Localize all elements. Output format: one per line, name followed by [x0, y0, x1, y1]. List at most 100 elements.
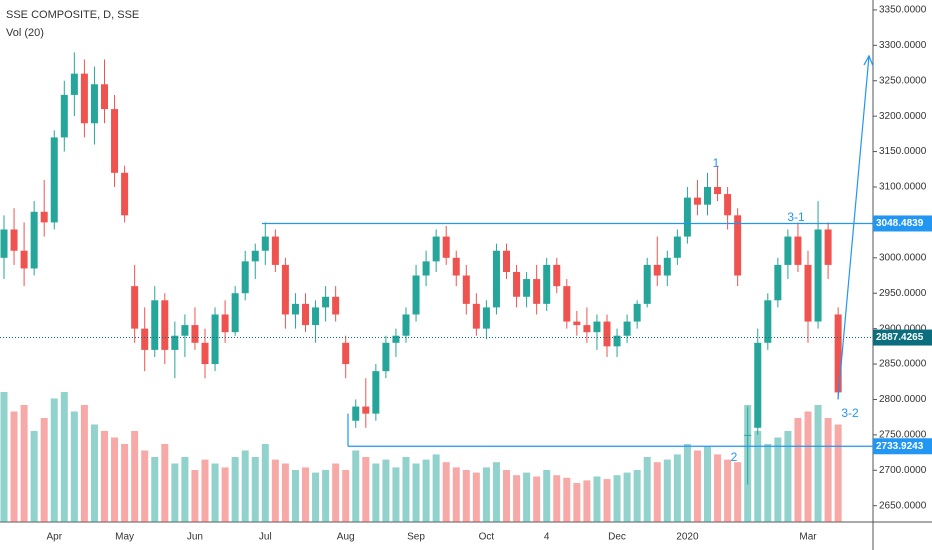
candle-body	[181, 325, 189, 336]
volume-bar	[804, 411, 812, 522]
y-tick-label: 2900.0000	[879, 323, 927, 334]
volume-bar	[754, 431, 762, 522]
volume-bar	[503, 470, 510, 522]
candle-body	[70, 73, 78, 95]
volume-bar	[573, 483, 581, 522]
candle-body	[151, 300, 159, 350]
volume-bar	[271, 459, 279, 522]
candle-body	[10, 229, 18, 251]
volume-bar	[131, 431, 139, 522]
volume-bar	[663, 459, 671, 522]
volume-bar	[633, 470, 641, 522]
annotation: 3-2	[841, 406, 859, 420]
candle-body	[754, 342, 762, 428]
x-tick-label: 4	[544, 532, 550, 543]
volume-bar	[372, 463, 380, 522]
candle-body	[382, 342, 390, 372]
annotation: 3-1	[787, 210, 805, 224]
candle-body	[824, 229, 832, 265]
volume-bar	[332, 463, 340, 522]
volume-bar	[553, 475, 561, 522]
candle-body	[704, 186, 711, 205]
volume-bar	[613, 475, 621, 522]
candle-body	[503, 250, 510, 272]
price-tag	[873, 215, 932, 232]
candle-body	[201, 342, 209, 365]
candle-body	[472, 303, 480, 329]
candle-body	[492, 250, 500, 308]
volume-bar	[774, 437, 782, 522]
volume-bar	[342, 470, 350, 522]
volume-bar	[40, 418, 48, 522]
volume-bar	[60, 392, 68, 522]
volume-bar	[101, 431, 108, 522]
candle-body	[583, 325, 591, 333]
volume-bar	[603, 479, 611, 522]
y-tick-label: 2650.0000	[879, 500, 927, 511]
candle-body	[432, 236, 440, 262]
candle-body	[593, 321, 601, 333]
chart-title: SSE COMPOSITE, D, SSE	[6, 9, 139, 21]
x-tick-label: Jul	[259, 532, 272, 543]
volume-bar	[362, 457, 370, 522]
candle-body	[281, 264, 289, 315]
x-tick-label: Apr	[46, 532, 62, 543]
volume-bar	[322, 470, 330, 522]
candle-body	[141, 328, 149, 350]
candle-body	[372, 371, 380, 414]
volume-bar	[834, 424, 842, 522]
volume-bar	[80, 405, 88, 522]
y-tick-label: 3000.0000	[879, 252, 927, 263]
y-tick-label: 2850.0000	[879, 359, 927, 370]
y-tick-label: 3200.0000	[879, 111, 927, 122]
candle-body	[683, 197, 691, 237]
candle-body	[613, 335, 621, 347]
volume-bar	[241, 450, 249, 522]
candle-body	[774, 264, 782, 301]
volume-bar	[121, 444, 129, 522]
volume-bar	[824, 418, 832, 522]
candle-body	[633, 303, 641, 322]
candle-body	[482, 307, 490, 329]
candle-body	[513, 271, 521, 297]
candle-body	[312, 307, 320, 326]
trend-arrow	[837, 55, 870, 400]
price-tag	[873, 329, 932, 346]
candle-body	[724, 194, 732, 216]
volume-bar	[472, 472, 480, 522]
candle-body	[673, 236, 681, 258]
price-tag-label: 3048.4839	[876, 218, 924, 229]
volume-bar	[683, 444, 691, 522]
candle-body	[452, 257, 460, 276]
candle-body	[221, 314, 229, 333]
volume-bar	[30, 431, 38, 522]
x-tick-label: Oct	[479, 532, 495, 543]
volume-bar	[402, 457, 410, 522]
candle-body	[111, 109, 119, 173]
y-tick-label: 3250.0000	[879, 75, 927, 86]
candle-body	[191, 325, 199, 343]
volume-bar	[111, 437, 119, 522]
volume-bar	[533, 476, 541, 522]
volume-bar	[492, 462, 500, 522]
volume-bar	[724, 459, 732, 522]
volume-bar	[0, 392, 8, 522]
volume-bar	[462, 470, 470, 522]
volume-bar	[281, 463, 289, 522]
volume-bar	[452, 467, 460, 522]
volume-bar	[171, 463, 179, 522]
candle-body	[392, 335, 400, 343]
candle-body	[291, 303, 299, 315]
candle-body	[332, 296, 340, 315]
candle-body	[553, 264, 561, 287]
volume-bar	[161, 444, 169, 522]
volume-bar	[513, 475, 521, 522]
volume-bar	[50, 398, 58, 522]
candle-body	[623, 321, 631, 336]
volume-bar	[10, 411, 18, 522]
candle-body	[663, 257, 671, 276]
candle-body	[60, 94, 68, 138]
candle-body	[171, 335, 179, 350]
candle-body	[231, 293, 239, 333]
